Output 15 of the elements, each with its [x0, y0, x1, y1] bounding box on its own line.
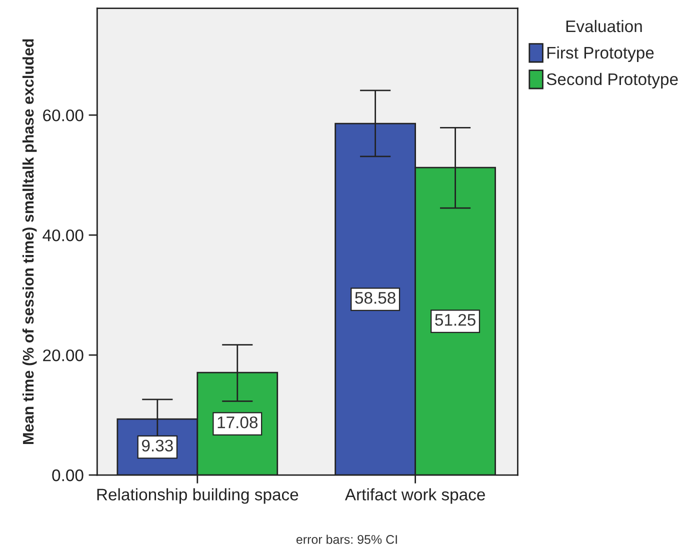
y-tick-label: 0.00	[52, 469, 84, 482]
legend-label: Second Prototype	[546, 72, 678, 88]
data-label: 9.33	[142, 440, 173, 452]
data-label: 17.08	[218, 416, 258, 428]
legend-label: First Prototype	[547, 46, 654, 62]
data-label: 58.58	[355, 292, 396, 304]
text: error bars: 95% CI	[296, 534, 397, 544]
y-tick-label: 20.00	[43, 349, 84, 362]
y-tick-label: 60.00	[43, 109, 84, 122]
y-tick-label: 40.00	[42, 229, 84, 242]
y-axis-title: Mean time (% of session time) smalltalk phase excluded	[22, 39, 37, 444]
legend-title: Evaluation	[566, 20, 642, 32]
data-label: 51.25	[435, 314, 476, 326]
x-tick-label: Artifact work space	[344, 488, 485, 504]
x-tick-label: Relationship building space	[97, 488, 298, 504]
